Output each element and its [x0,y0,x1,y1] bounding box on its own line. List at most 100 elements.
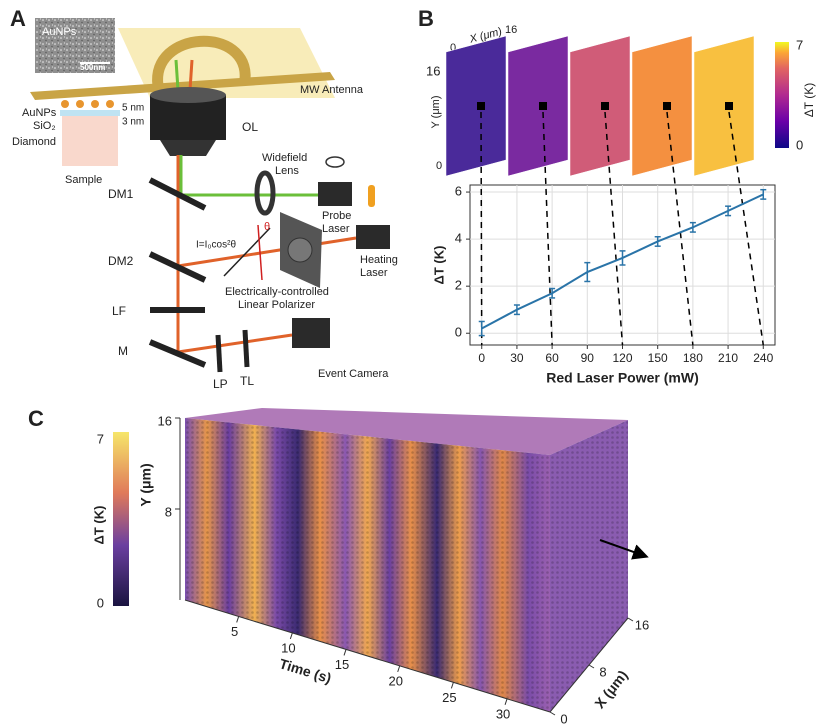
y-tick-label: 8 [165,504,172,519]
heating-beam [177,236,357,268]
x-tick-label: 90 [581,351,595,365]
x-tick-label: 0 [560,711,567,726]
x-tick-label: 0 [478,351,485,365]
heatmap [569,35,631,177]
time-label: Time (s) [277,655,333,686]
optic-label: M [118,344,128,358]
layer-label: AuNPs [22,107,57,119]
guide-line [604,111,624,346]
polarization-axis [223,227,271,277]
orange-beam [188,59,194,91]
tick-mark [289,632,293,640]
diamond [62,116,118,166]
antenna-loop [152,35,251,87]
y-label: ΔT (K) [431,246,446,285]
y-tick-label: 6 [455,183,462,198]
map-x-tick: 16 [505,24,517,36]
colorbar-tick: 7 [97,431,104,446]
time-tick-label: 25 [442,690,456,705]
heatmap [445,35,507,177]
np [91,100,99,108]
optic-label: LF [112,304,126,318]
heat-spot [663,102,671,110]
laser-label: Laser [322,223,350,235]
objective-top [150,87,226,103]
laser-label: Laser [360,267,388,279]
malus-law: I=I₀cos²θ [196,240,236,251]
tick-mark [627,617,634,622]
panel-label: B [418,6,434,31]
time-tick-label: 10 [281,640,295,655]
colorbar-tick: 0 [97,595,104,610]
heatmap [631,35,693,177]
event-camera [292,318,330,348]
panel-label: C [28,406,44,431]
heating-laser [356,225,390,249]
objective-label: OL [242,120,258,134]
time-tick-label: 5 [231,624,238,639]
objective-tip [160,140,216,156]
colorbar [775,42,789,148]
mirror [148,339,207,368]
laser-label: Probe [322,210,351,222]
x-tick-label: 60 [545,351,559,365]
layer-label: Diamond [12,136,56,148]
tick-mark [236,616,240,623]
thickness-label: 5 nm [122,103,144,114]
x-label: X (μm) [591,667,630,711]
sample-label: Sample [65,174,102,186]
heat-spot [539,102,547,110]
map-y-tick: 0 [436,160,442,172]
thermometer [368,185,375,207]
sio2-layer [60,110,120,116]
map-y-label: Y (μm) [430,95,442,128]
polarizer-window [287,237,313,263]
tick-mark [549,711,556,716]
x-tick-label: 8 [599,664,606,679]
tick-mark [450,682,454,689]
heat-spot [601,102,609,110]
optic-label: LP [213,377,228,391]
np [76,100,84,108]
box-texture [550,420,628,712]
tick-mark [343,649,347,656]
tl [242,329,250,368]
y-tick-label: 0 [455,325,462,340]
x-label: Red Laser Power (mW) [546,370,698,386]
optic-label: TL [240,374,254,388]
camera-beam [177,333,293,354]
colorbar-label: ΔT (K) [91,506,106,545]
box-top [185,408,628,455]
lens-label: Widefield [262,152,307,164]
guide-line [480,111,483,346]
time-axis [184,599,551,713]
x-tick-label: 180 [683,351,703,365]
colorbar-label: ΔT (K) [802,83,816,117]
lens-label: Lens [275,165,299,177]
x-tick-label: 120 [612,351,632,365]
y-label: Y (μm) [138,463,154,506]
scale-label: 500nm [80,63,105,72]
x-tick-label: 150 [648,351,668,365]
lp [215,334,223,373]
green-beam [174,59,180,91]
map-x-tick: 0 [450,42,456,54]
polarization-axis [257,224,263,281]
colorbar [113,432,129,606]
time-tick-label: 30 [496,706,510,721]
x-tick-label: 30 [510,351,524,365]
lens [254,170,276,216]
panel-b: B 0 X (μm) 16 16 Y (μm) 0 7 0 ΔT (K) [418,6,816,172]
heat-spot [477,102,485,110]
polarizer-label: Linear Polarizer [238,299,315,311]
camera-label: Event Camera [318,368,389,380]
eye-icon [325,156,345,168]
thickness-label: 3 nm [122,117,144,128]
panel-a: A AuNPs 500nm MW Antenna OL AuNPs SiO₂ D… [10,6,398,391]
y-tick-label: 16 [158,413,172,428]
optic-label: DM2 [108,254,134,268]
mirror [148,177,207,211]
np [106,100,114,108]
time-tick-label: 15 [335,657,349,672]
